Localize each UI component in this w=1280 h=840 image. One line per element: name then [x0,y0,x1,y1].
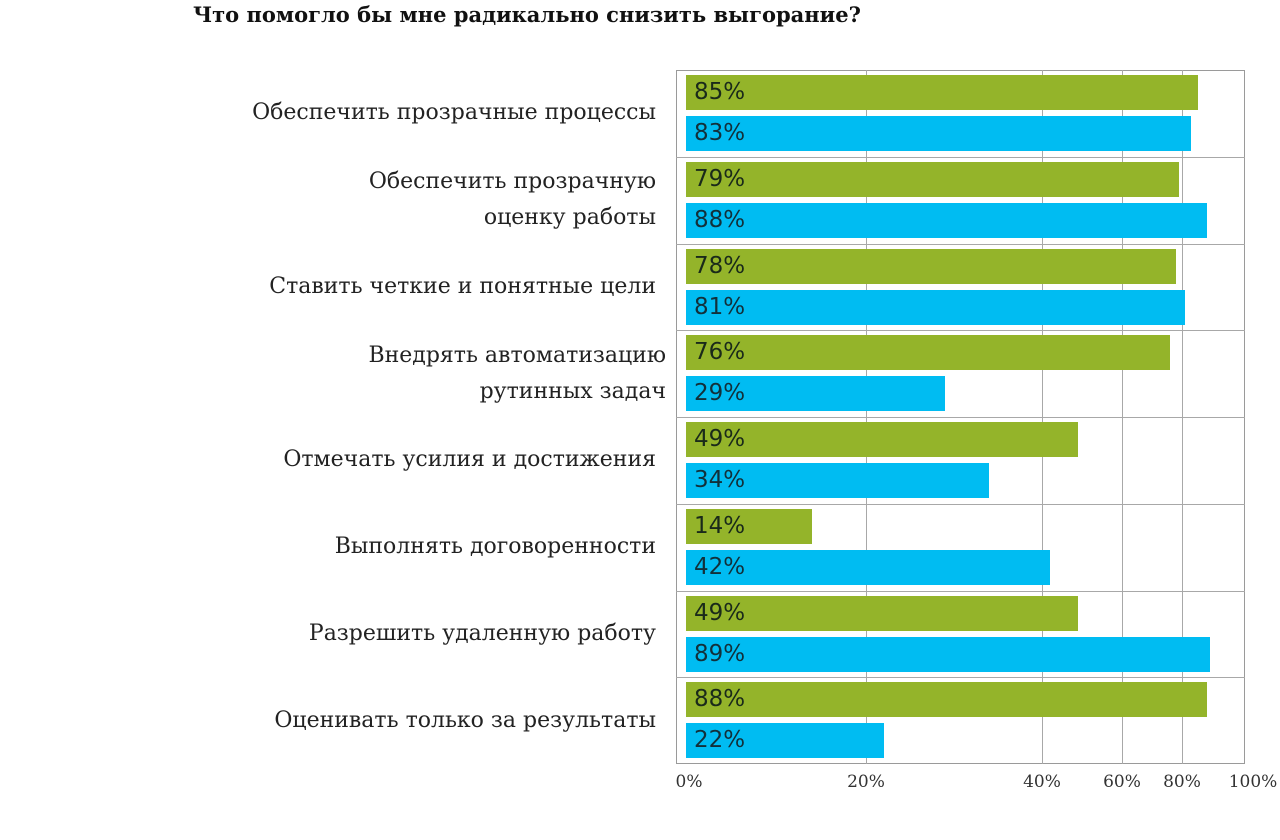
category-label: Ставить четкие и понятные цели [269,269,656,305]
row-divider [676,417,1245,418]
bar-series1: 78% [686,248,1176,284]
category-label: Разрешить удаленную работу [309,616,656,652]
x-tick-label: 80% [1163,772,1201,792]
category-label: Обеспечить прозрачную оценку работы [369,164,656,236]
category-label-line: Ставить четкие и понятные цели [269,273,656,299]
category-label-line: рутинных задач [479,378,666,404]
x-tick-label: 0% [675,772,703,792]
row-divider [676,156,1245,158]
bar-series2: 88% [686,202,1208,238]
bar-series2: 81% [686,289,1186,325]
bar-series2: 22% [686,723,884,759]
x-tick-label: 100% [1228,772,1278,792]
row-divider [676,677,1245,679]
bar-series2: 34% [686,463,990,498]
bar-series1: 49% [686,422,1078,457]
row-divider [676,590,1245,592]
bar-series1: 88% [686,682,1208,718]
chart-title: Что помогло бы мне радикально снизить вы… [193,2,861,27]
category-label-line: Обеспечить прозрачные процессы [252,100,656,126]
row-divider [676,243,1245,245]
bar-series2: 89% [686,636,1211,672]
category-label-line: оценку работы [483,205,656,231]
category-label-line: Разрешить удаленную работу [308,620,656,646]
x-tick-label: 60% [1103,772,1141,792]
row-divider [676,330,1245,332]
x-tick-label: 20% [847,772,885,792]
bar-series1: 79% [686,161,1179,197]
category-label-line: Оценивать только за результаты [274,707,656,733]
category-label: Внедрять автоматизацию рутинных задач [368,338,666,410]
bar-series2: 29% [686,376,946,412]
row-divider [676,503,1245,505]
category-label: Обеспечить прозрачные процессы [252,95,656,131]
bar-series1: 85% [686,75,1198,110]
bar-series2: 42% [686,549,1050,585]
category-label: Отмечать усилия и достижения [283,442,656,478]
category-label-line: Отмечать усилия и достижения [283,447,656,473]
bar-series2: 83% [686,116,1192,151]
bar-series1: 76% [686,335,1170,371]
category-label: Оценивать только за результаты [274,703,656,739]
bar-series1: 14% [686,508,812,544]
category-label: Выполнять договоренности [335,529,656,565]
category-label-line: Обеспечить прозрачную [368,169,656,195]
bar-series1: 49% [686,595,1078,631]
x-tick-label: 40% [1023,772,1061,792]
category-label-line: Внедрять автоматизацию [368,342,666,368]
category-label-line: Выполнять договоренности [334,534,656,560]
